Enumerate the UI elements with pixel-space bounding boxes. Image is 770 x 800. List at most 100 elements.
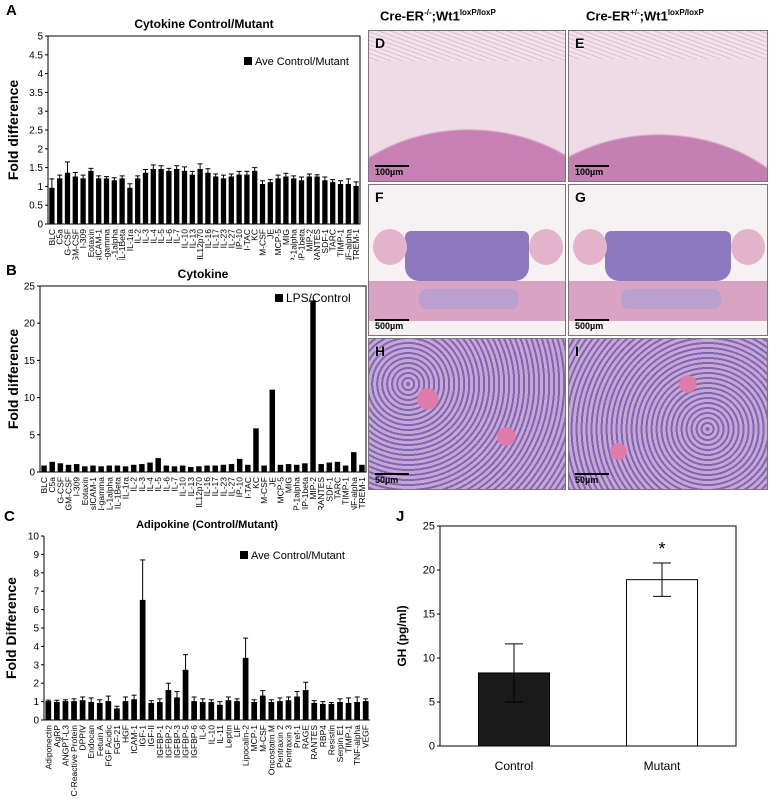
histology-panel-h: H 50µm xyxy=(368,338,566,490)
chart-b-bar xyxy=(155,458,161,473)
chart-a-category-label: IL12p70 xyxy=(195,229,205,260)
chart-a-bar xyxy=(197,168,203,225)
chart-c-ytick-label: 0 xyxy=(33,716,39,727)
chart-c-category-label: Pentraxin 3 xyxy=(284,725,294,768)
chart-b-legend-label: LPS/Control xyxy=(286,291,351,305)
chart-a-category-label: SDF-1 xyxy=(320,229,330,254)
chart-b-bar xyxy=(212,465,218,473)
chart-a-bar xyxy=(213,176,219,225)
histology-label-d: D xyxy=(375,35,386,51)
chart-a-bar xyxy=(119,178,125,225)
chart-b-category-label: sICAM-1 xyxy=(88,477,98,510)
chart-c-ytick-label: 10 xyxy=(28,532,40,543)
chart-c-bar xyxy=(62,701,69,721)
chart-b-ytick-label: 5 xyxy=(29,430,35,441)
chart-a-category-label: I-309 xyxy=(78,229,88,249)
chart-b-category-label: IL-27 xyxy=(227,477,237,497)
histology-panel-i: I 50µm xyxy=(568,338,768,490)
chart-b-bar xyxy=(220,464,227,473)
chart-a-bar xyxy=(298,180,305,225)
chart-c-category-label: FGF Acidic xyxy=(103,724,113,766)
chart-b-category-label: IL-10 xyxy=(178,477,188,497)
chart-b-bar xyxy=(57,463,64,473)
chart-b-category-label: IL-5 xyxy=(153,477,163,492)
chart-b-category-label: SDF-1 xyxy=(324,477,334,502)
chart-b-bar xyxy=(122,466,129,473)
chart-c-ylabel: Fold Difference xyxy=(3,577,19,679)
chart-c-category-label: HGF xyxy=(121,725,131,743)
chart-a-bar xyxy=(259,184,266,225)
chart-j: GH (pg/ml) 0 5 10 15 20 25 Control Mutant * xyxy=(396,521,737,773)
header-right-allele: loxP/loxP xyxy=(667,8,704,17)
chart-a-category-label: MIP-2 xyxy=(304,229,314,252)
histology-capsule-d xyxy=(369,31,565,61)
scale-text-g: 500µm xyxy=(575,321,604,331)
chart-b-category-label: I-TAC xyxy=(243,477,253,499)
chart-c-category-label: IGFBP-2 xyxy=(163,725,173,758)
chart-a-category-label: MIG xyxy=(281,229,291,245)
chart-a-bar xyxy=(111,180,117,225)
chart-b-bar xyxy=(302,463,308,473)
chart-b-ytick-label: 15 xyxy=(24,356,36,367)
chart-a-category-label: IL-1ra xyxy=(125,229,135,251)
header-left-sup: -/- xyxy=(424,8,432,17)
chart-j-category-label: Mutant xyxy=(644,759,681,773)
chart-c-category-label: M-CSF xyxy=(258,725,268,752)
chart-b-bar xyxy=(310,300,316,473)
chart-a-category-label: IL-6 xyxy=(164,229,174,244)
tissue-cap-left-f xyxy=(373,229,407,265)
histology-label-f: F xyxy=(375,189,384,205)
chart-a-bar xyxy=(181,170,188,225)
chart-b-category-label: Eotaxin xyxy=(80,477,90,506)
chart-a-bar xyxy=(228,176,234,225)
chart-a-category-label: N-gamma xyxy=(102,229,112,260)
chart-c-category-label: TIMP-1 xyxy=(344,725,354,753)
chart-a-bar xyxy=(135,178,141,225)
chart-c-ytick-label: 3 xyxy=(33,660,39,671)
histology-capsule-e xyxy=(569,31,767,59)
chart-c-category-label: Lipocalin-2 xyxy=(241,725,251,766)
histology-label-g: G xyxy=(575,189,586,205)
chart-c-category-label: IGFBP-6 xyxy=(189,725,199,758)
histology-panel-g: G 500µm xyxy=(568,184,768,336)
chart-b-bar xyxy=(196,466,202,473)
chart-c-category-label: Fetuin A xyxy=(95,725,105,757)
chart-c-category-label: IGFBP-1 xyxy=(155,725,165,758)
chart-b-category-label: TREM-1 xyxy=(357,477,367,509)
chart-b-bar xyxy=(73,464,80,473)
chart-a-bar xyxy=(80,178,86,225)
chart-b-bar xyxy=(139,464,145,473)
chart-b-ytick-label: 0 xyxy=(29,468,35,479)
chart-a-bar xyxy=(275,178,281,225)
chart-c-category-label: DPPIV xyxy=(78,725,88,751)
histology-panel-f: F 500µm xyxy=(368,184,566,336)
chart-a-bar xyxy=(330,182,336,225)
chart-c-bar xyxy=(328,703,335,721)
tissue-bone-g xyxy=(621,289,721,309)
chart-c-category-label: C-Reactive Protein xyxy=(69,725,79,797)
header-left-allele: loxP/loxP xyxy=(459,8,496,17)
chart-c-ytick-label: 9 xyxy=(33,550,39,561)
chart-b-bar xyxy=(98,466,104,473)
chart-a-category-label: MCP-5 xyxy=(273,229,283,256)
chart-a-bar xyxy=(142,172,149,225)
chart-a-category-label: IL-1Beta xyxy=(117,229,127,260)
chart-a-category-label: IL-27 xyxy=(226,229,236,249)
chart-b-category-label: IFN-gamma xyxy=(96,477,106,510)
chart-a-bar xyxy=(127,187,133,225)
chart-a-category-label: JE xyxy=(265,229,275,239)
column-header-right: Cre-ER+/-;Wt1loxP/loxP xyxy=(586,8,704,23)
chart-b-bar xyxy=(82,466,88,473)
chart-j-ytick-label: 15 xyxy=(423,609,435,621)
chart-c-category-label: RANTES xyxy=(309,725,319,760)
chart-b-bar xyxy=(188,467,194,473)
header-left-gene: ;Wt1 xyxy=(431,8,460,24)
panel-letter-j: J xyxy=(396,508,405,525)
chart-b-category-label: IL-1ra xyxy=(121,477,131,499)
chart-c-ytick-label: 2 xyxy=(33,679,39,690)
chart-a-category-label: TARC xyxy=(328,229,338,252)
chart-b-title: Cytokine xyxy=(178,267,229,281)
chart-a-category-label: IL-16 xyxy=(203,229,213,249)
chart-a-category-label: sICAM-1 xyxy=(94,229,104,260)
